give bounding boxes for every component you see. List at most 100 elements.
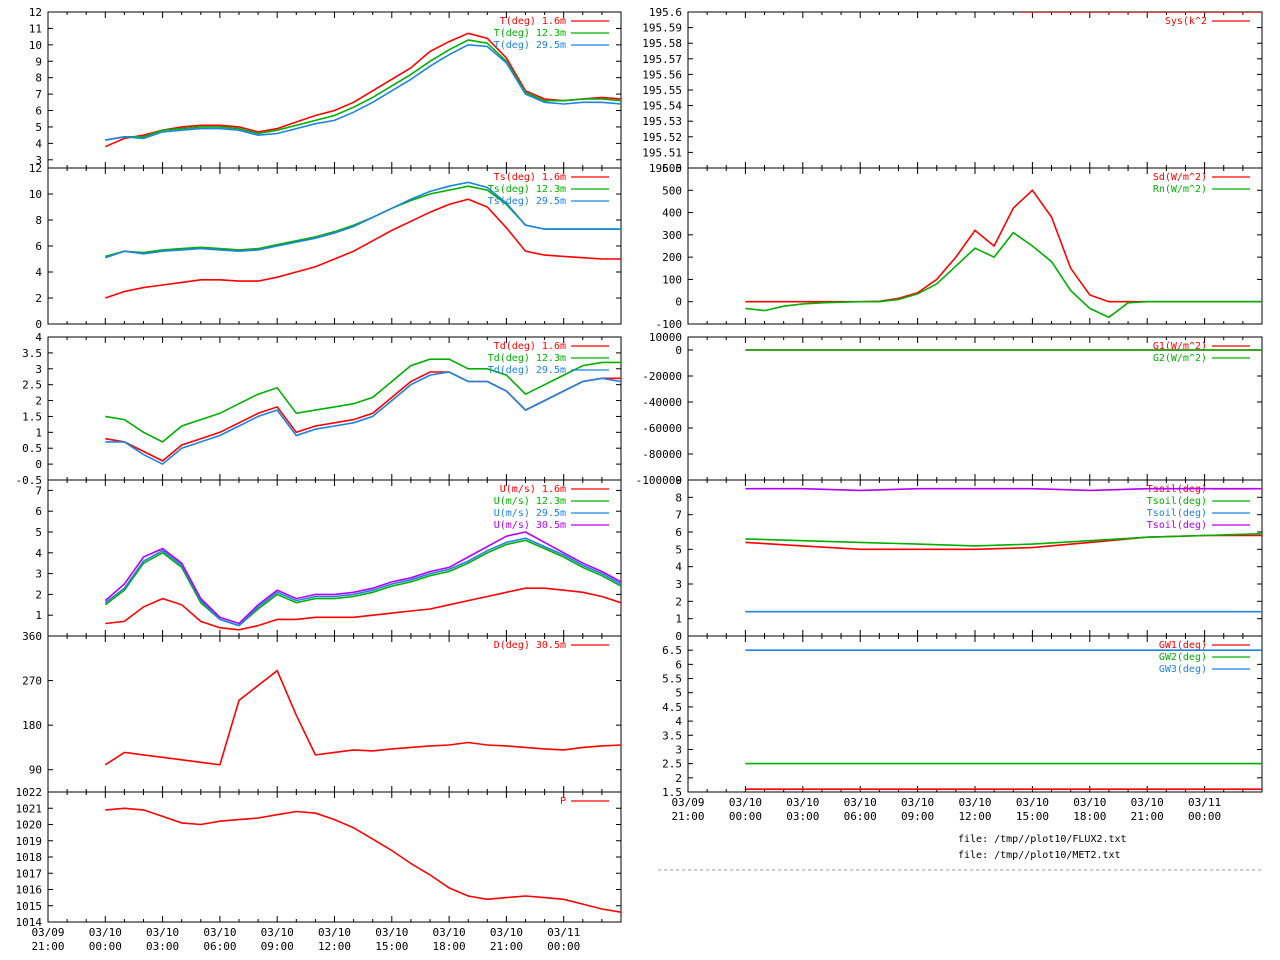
y-tick-label: 4 (35, 331, 42, 344)
series-line-green (105, 39, 621, 141)
y-tick-label: 90 (29, 764, 42, 777)
x-tick-time: 06:00 (203, 940, 236, 953)
y-tick-label: 3 (35, 363, 42, 376)
x-tick-date: 03/10 (261, 926, 294, 939)
y-tick-label: 5 (675, 543, 682, 556)
y-tick-label: 5 (675, 687, 682, 700)
y-tick-label: 1014 (16, 916, 43, 929)
y-tick-label: 1019 (16, 835, 43, 848)
y-tick-label: 400 (662, 207, 682, 220)
legend-label: U(m/s) 30.5m (494, 520, 566, 531)
legend-label: P (560, 796, 566, 807)
series-line-red (105, 587, 621, 631)
y-tick-label: 1015 (16, 900, 43, 913)
x-tick-time: 12:00 (958, 810, 991, 823)
y-tick-label: 1.5 (662, 786, 682, 799)
legend-label: U(m/s) 1.6m (500, 484, 566, 495)
y-tick-label: 2 (675, 772, 682, 785)
legend-label: U(m/s) 12.3m (494, 496, 566, 507)
y-tick-label: 0 (675, 630, 682, 643)
series-line-blue (105, 371, 621, 466)
y-tick-label: 6 (35, 105, 42, 118)
series-line-magenta (745, 487, 1262, 492)
y-tick-label: 3 (675, 743, 682, 756)
y-tick-label: 195.5 (649, 162, 682, 175)
y-tick-label: 6 (35, 240, 42, 253)
y-tick-label: 2 (675, 595, 682, 608)
series-line-red (745, 534, 1262, 551)
y-tick-label: 1018 (16, 851, 43, 864)
y-tick-label: -20000 (642, 370, 682, 383)
y-tick-label: 3.5 (22, 347, 42, 360)
legend-label: Ts(deg) 29.5m (488, 196, 566, 207)
panel-GW: 1.522.533.544.555.566.503/0921:0003/1000… (662, 635, 1263, 823)
x-tick-date: 03/10 (89, 926, 122, 939)
y-tick-label: 200 (662, 251, 682, 264)
series-line-red (105, 807, 621, 913)
x-tick-time: 18:00 (1073, 810, 1106, 823)
y-tick-label: 5 (35, 526, 42, 539)
y-tick-label: 12 (29, 6, 42, 19)
series-line-green (105, 358, 621, 443)
y-tick-label: 0.5 (22, 442, 42, 455)
panel-T: 3 4 5 6 7 8 9 10 11 12 T(deg) 1.6mT(deg) 12.3mT(de… (29, 6, 622, 169)
y-tick-label: 195.51 (642, 146, 682, 159)
x-tick-time: 15:00 (375, 940, 408, 953)
legend-label: Td(deg) 12.3m (488, 353, 566, 364)
legend-label: G1(W/m^2) (1153, 341, 1207, 352)
y-tick-label: 360 (22, 630, 42, 643)
x-tick-time: 00:00 (547, 940, 580, 953)
y-tick-label: 195.57 (642, 53, 682, 66)
x-tick-date: 03/10 (490, 926, 523, 939)
series-line-red (104, 669, 621, 766)
y-tick-label: 3.5 (662, 729, 682, 742)
y-tick-label: 6 (675, 526, 682, 539)
panel-frame (47, 791, 622, 923)
y-tick-label: -40000 (642, 396, 682, 409)
x-tick-date: 03/10 (1073, 796, 1106, 809)
y-tick-label: 1021 (16, 802, 43, 815)
y-tick-label: 1020 (16, 819, 43, 832)
legend-label: G2(W/m^2) (1153, 353, 1207, 364)
y-tick-label: 3 (35, 154, 42, 167)
y-tick-label: 300 (662, 229, 682, 242)
y-tick-label: 180 (22, 719, 42, 732)
y-tick-label: 4 (675, 561, 682, 574)
y-tick-label: 4 (35, 266, 42, 279)
y-tick-label: -100000 (636, 474, 682, 487)
panel-D: 90 180 270 360 D(deg) 30.5m (22, 630, 622, 793)
y-tick-label: 7 (675, 509, 682, 522)
y-tick-label: 6.5 (662, 644, 682, 657)
y-tick-label: 195.59 (642, 22, 682, 35)
x-tick-date: 03/10 (203, 926, 236, 939)
panel-Sys: 195.5 195.51 195.52 195.53 195.54 195.55 195.5… (642, 6, 1263, 175)
x-tick-time: 00:00 (89, 940, 122, 953)
y-tick-label: 4.5 (662, 701, 682, 714)
x-tick-time: 21:00 (31, 940, 64, 953)
y-tick-label: 1.5 (22, 410, 42, 423)
y-tick-label: 11 (29, 22, 42, 35)
series-line-red (105, 198, 621, 299)
x-tick-date: 03/10 (844, 796, 877, 809)
x-tick-date: 03/10 (901, 796, 934, 809)
y-tick-label: -100 (656, 318, 683, 331)
x-tick-time: 21:00 (1131, 810, 1164, 823)
y-tick-label: 3 (675, 578, 682, 591)
legend-label: T(deg) 1.6m (500, 16, 566, 27)
legend-label: Rn(W/m^2) (1153, 184, 1207, 195)
legend-label: Tsoil(deg) (1147, 508, 1207, 519)
y-tick-label: 600 (662, 162, 682, 175)
series-line-green (104, 539, 621, 627)
series-line-red (104, 32, 621, 148)
x-tick-time: 09:00 (901, 810, 934, 823)
panel-U: 1 2 3 4 5 6 7 U(m/s) 1.6mU(m/s) 12.3mU(m/s) 29.… (35, 479, 622, 637)
legend-label: GW3(deg) (1159, 664, 1207, 675)
y-tick-label: 195.58 (642, 37, 682, 50)
legend-label: Ts(deg) 12.3m (488, 184, 566, 195)
y-tick-label: 4 (675, 715, 682, 728)
y-tick-label: 6 (675, 658, 682, 671)
series-line-blue (104, 537, 621, 627)
